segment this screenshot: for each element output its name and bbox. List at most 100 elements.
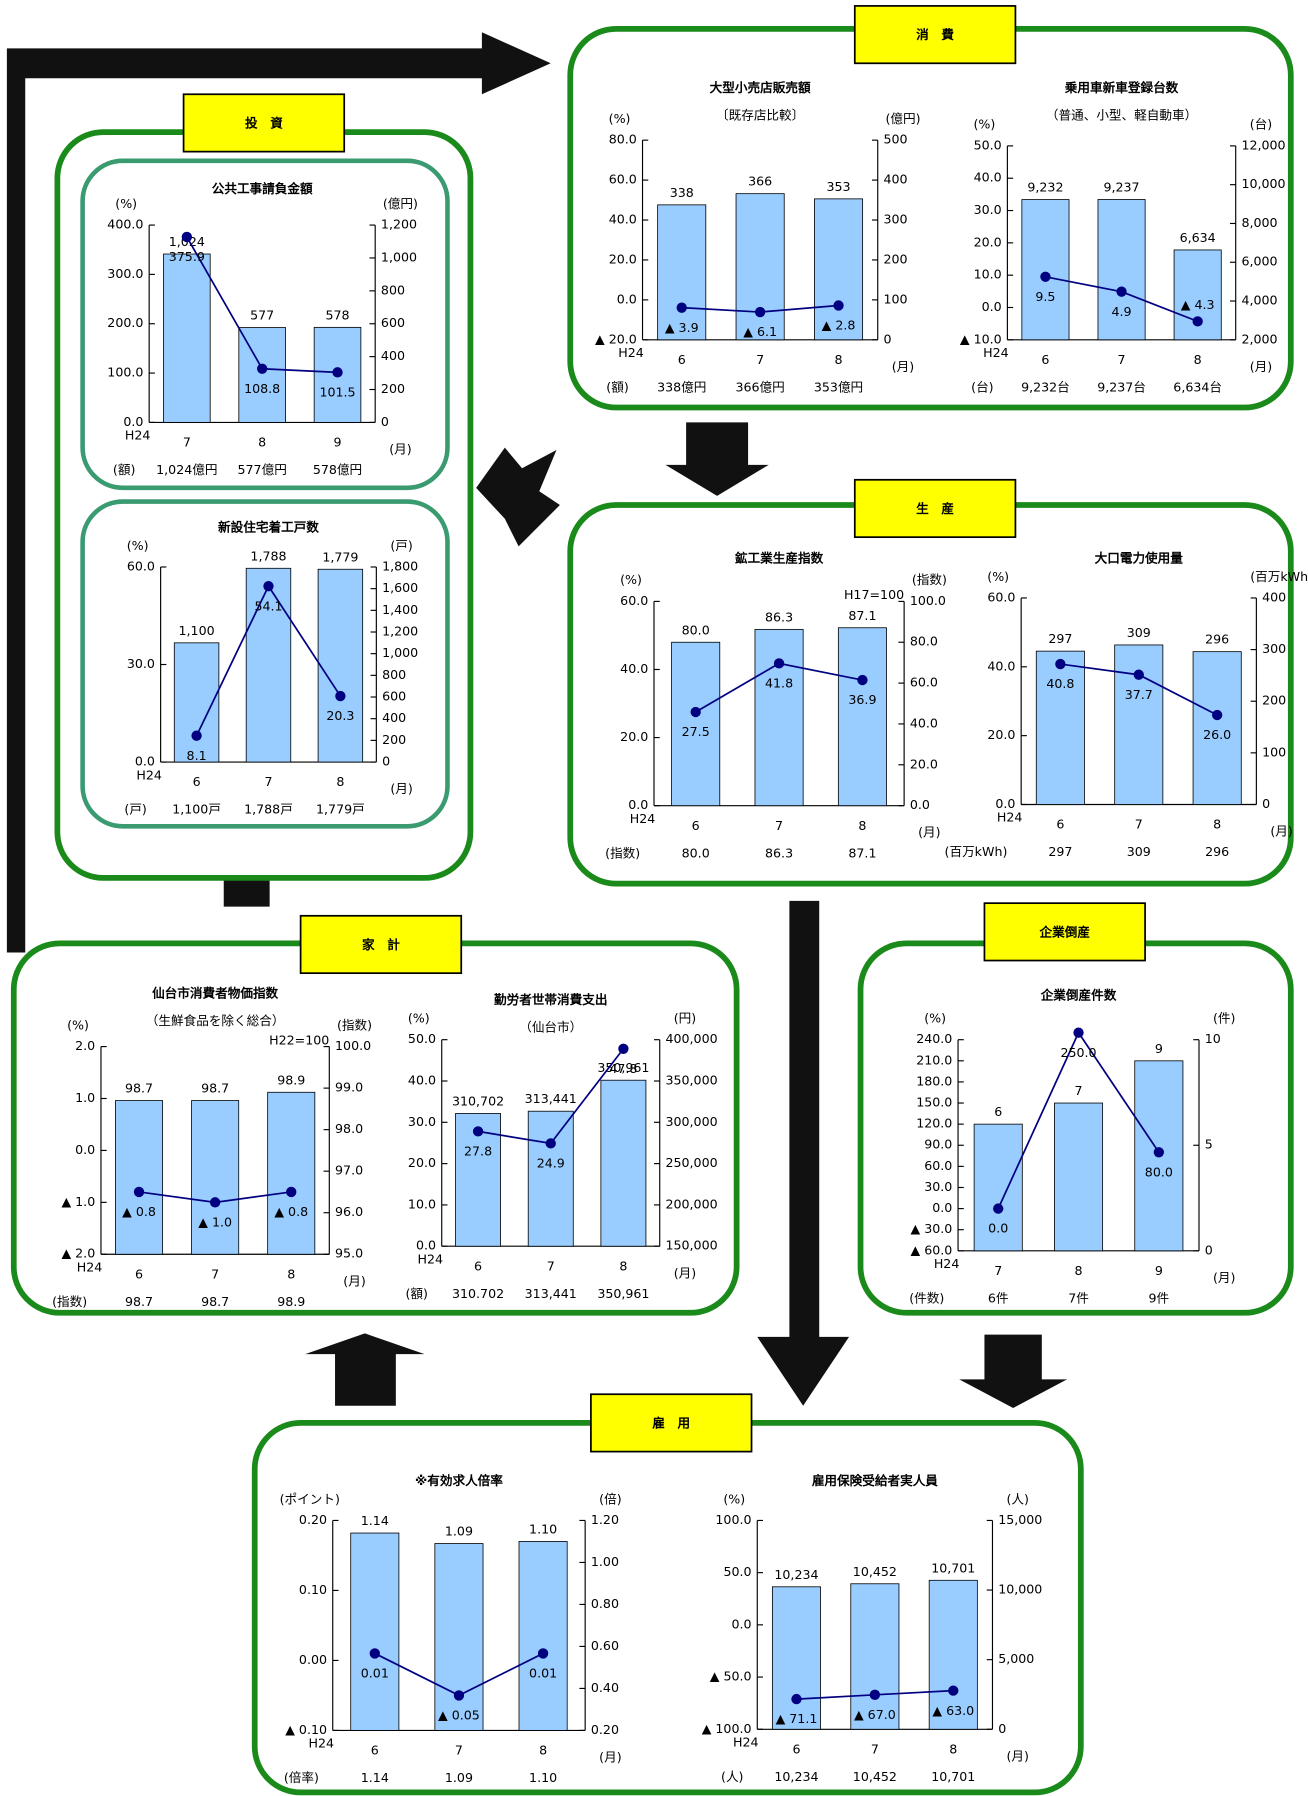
note: H17=100: [844, 587, 904, 602]
value-label: 4.9: [1112, 304, 1132, 319]
value-label: 9,232: [1027, 180, 1063, 195]
tick-label: 0.0: [75, 1142, 95, 1157]
y2-unit: (指数): [912, 572, 947, 587]
tick-label: 100.0: [107, 365, 143, 380]
chart-title: 新設住宅着工戸数: [218, 519, 319, 534]
table-value: 7件: [1068, 1291, 1089, 1306]
value-label: 98.9: [277, 1072, 305, 1087]
value-label: 313,441: [525, 1091, 577, 1106]
tick-label: 60.0: [987, 589, 1015, 604]
point: [209, 1197, 221, 1208]
bar: [973, 1123, 1023, 1252]
value-label: 7: [1075, 1083, 1083, 1098]
value-label: 37.7: [1125, 687, 1153, 702]
tick-label: 20.0: [620, 729, 648, 744]
x-tick-label: 8: [287, 1266, 295, 1281]
point: [869, 1689, 881, 1700]
value-label: 309: [1127, 625, 1151, 640]
tick-label: 0.0: [416, 1238, 436, 1253]
x-unit: (月): [892, 359, 914, 374]
tick-label: 600: [381, 315, 405, 330]
y2-unit: (倍): [599, 1491, 621, 1506]
value-label: 24.9: [537, 1156, 565, 1171]
table-value: 1,100戸: [172, 802, 221, 817]
y2-unit: (億円): [885, 111, 920, 126]
table-label: (倍率): [284, 1770, 319, 1785]
value-label: 101.5: [319, 384, 355, 399]
point: [1212, 709, 1223, 721]
point: [537, 1648, 549, 1659]
tick-label: 1.0: [75, 1090, 95, 1105]
tick-label: 10: [1205, 1031, 1221, 1046]
tick-label: ▲ 2.0: [61, 1246, 95, 1261]
table-value: 87.1: [848, 845, 876, 860]
x-tick-label: 7: [994, 1263, 1002, 1278]
x-tick-label: 7: [455, 1743, 463, 1758]
bar: [754, 628, 804, 807]
tick-label: 0.0: [123, 414, 143, 429]
bar: [267, 1091, 316, 1255]
bar: [238, 327, 286, 423]
x-tick-label: 8: [336, 774, 344, 789]
tick-label: 2,000: [1241, 331, 1277, 346]
tick-label: 100.0: [910, 593, 946, 608]
x-tick-label: 6: [474, 1258, 482, 1273]
x-tick-label: 8: [619, 1258, 627, 1273]
value-label: 10,452: [853, 1564, 897, 1579]
chart-title: 企業倒産件数: [1040, 988, 1117, 1003]
point: [545, 1138, 556, 1149]
tick-label: 10.0: [408, 1196, 436, 1211]
table-label: (件数): [909, 1291, 944, 1306]
tick-label: ▲ 20.0: [595, 331, 637, 346]
table-value: 577億円: [238, 462, 287, 477]
tick-label: 20.0: [609, 251, 637, 266]
point: [369, 1648, 380, 1659]
section-label: 雇 用: [652, 1416, 690, 1431]
value-label: 6,634: [1180, 230, 1216, 245]
tick-label: 250,000: [665, 1155, 717, 1170]
tick-label: 5: [1205, 1137, 1213, 1152]
y-unit: (%): [408, 1011, 430, 1026]
y-unit: (%): [115, 196, 137, 211]
tick-label: 60.0: [609, 172, 637, 187]
point: [948, 1685, 959, 1696]
x-tick-label: 7: [1135, 817, 1143, 832]
tick-label: 100: [1262, 744, 1286, 759]
tick-label: 0: [1262, 796, 1270, 811]
point: [1055, 658, 1066, 670]
y-unit: (%): [723, 1491, 745, 1506]
tick-label: 400: [381, 348, 405, 363]
table-value: 1,024億円: [156, 462, 217, 477]
value-label: 9.5: [1035, 289, 1055, 304]
bar: [245, 567, 292, 763]
section-label: 投 資: [245, 116, 283, 131]
bar: [1035, 650, 1085, 805]
value-label: ▲ 0.8: [274, 1204, 308, 1219]
tick-label: 200: [382, 732, 406, 747]
point: [773, 658, 785, 669]
point: [257, 363, 268, 374]
tick-label: 95.0: [335, 1246, 363, 1261]
tick-label: 20.0: [987, 727, 1015, 742]
point: [618, 1043, 629, 1054]
tick-label: 100.0: [335, 1038, 371, 1053]
value-label: ▲ 67.0: [854, 1707, 896, 1722]
y2-unit: (件): [1213, 1011, 1235, 1026]
category-prefix: H24: [125, 428, 151, 443]
tick-label: 40.0: [910, 715, 938, 730]
value-label: 338: [670, 185, 694, 200]
bar: [735, 193, 785, 341]
bar: [1097, 199, 1146, 341]
tick-label: 0.0: [995, 796, 1015, 811]
tick-label: 0.20: [591, 1722, 619, 1737]
bar: [850, 1583, 900, 1730]
x-tick-label: 8: [858, 818, 866, 833]
arrow: [665, 422, 769, 496]
table-value: 10,452: [853, 1769, 897, 1784]
value-label: 10,701: [931, 1560, 975, 1575]
tick-label: 200: [1262, 693, 1286, 708]
y2-unit: (百万kWh): [1250, 569, 1308, 584]
table-label: (百万kWh): [945, 844, 1008, 859]
value-label: 1.10: [529, 1521, 557, 1536]
x-tick-label: 8: [1213, 817, 1221, 832]
